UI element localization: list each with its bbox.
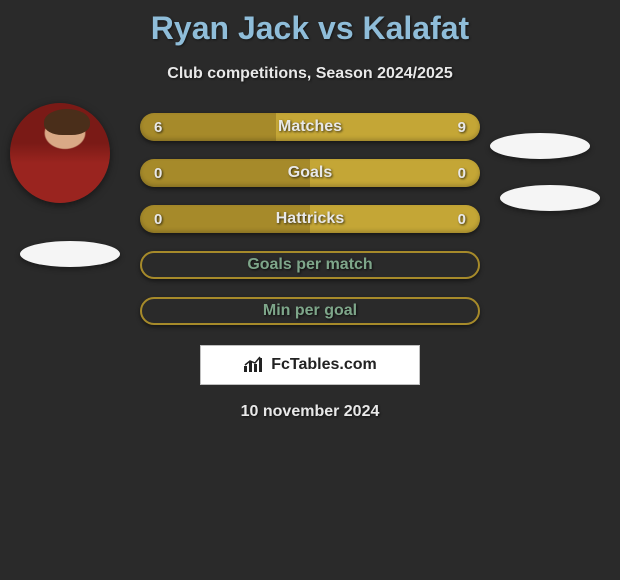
page-subtitle: Club competitions, Season 2024/2025: [0, 65, 620, 83]
stat-value-left: 0: [154, 211, 162, 228]
stat-value-left: 6: [154, 119, 162, 136]
stat-label: Min per goal: [142, 302, 478, 320]
player-left-placeholder: [20, 241, 120, 267]
page-title: Ryan Jack vs Kalafat: [0, 0, 620, 47]
stat-label: Goals: [140, 164, 480, 182]
stat-label: Goals per match: [142, 256, 478, 274]
stat-bar-min-per-goal: Min per goal: [140, 297, 480, 325]
stat-bar-goals: 0 Goals 0: [140, 159, 480, 187]
stat-value-left: 0: [154, 165, 162, 182]
player-left-avatar: [10, 103, 110, 203]
stat-label: Hattricks: [140, 210, 480, 228]
stat-value-right: 0: [458, 211, 466, 228]
stat-bar-goals-per-match: Goals per match: [140, 251, 480, 279]
stat-value-right: 0: [458, 165, 466, 182]
bars-icon: [243, 356, 265, 374]
stat-label: Matches: [140, 118, 480, 136]
stat-bar-hattricks: 0 Hattricks 0: [140, 205, 480, 233]
stat-bars: 6 Matches 9 0 Goals 0 0 Hattricks 0 Goal…: [140, 113, 480, 325]
player-right-placeholder-2: [500, 185, 600, 211]
comparison-content: 6 Matches 9 0 Goals 0 0 Hattricks 0 Goal…: [0, 113, 620, 421]
stat-bar-matches: 6 Matches 9: [140, 113, 480, 141]
player-right-placeholder-1: [490, 133, 590, 159]
branding-text: FcTables.com: [271, 356, 377, 374]
snapshot-date: 10 november 2024: [0, 403, 620, 421]
stat-value-right: 9: [458, 119, 466, 136]
branding-badge: FcTables.com: [200, 345, 420, 385]
